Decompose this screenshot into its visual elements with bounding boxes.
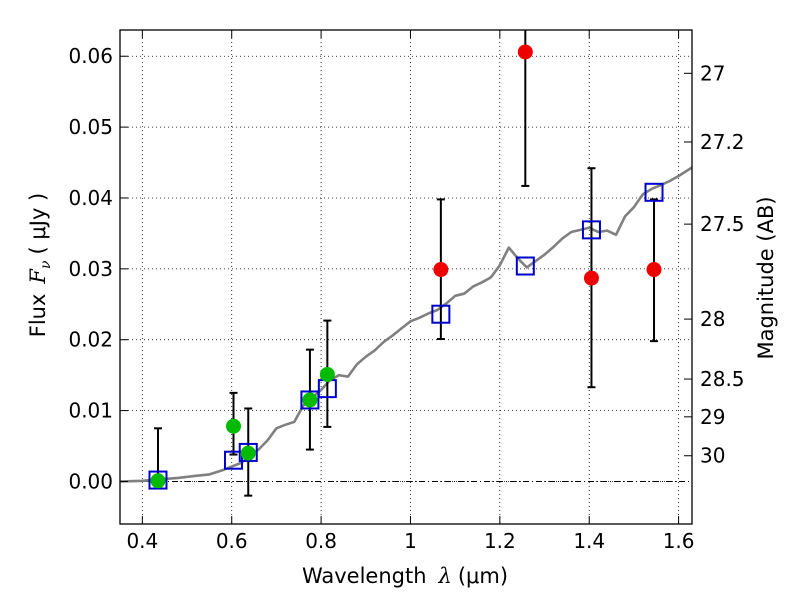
data-point	[517, 44, 533, 60]
x-tick-label: 1.2	[484, 529, 516, 553]
magnitude-tick-label: 28	[700, 307, 725, 331]
magnitude-tick-label: 27	[700, 61, 725, 85]
x-tick-label: 1.6	[663, 529, 695, 553]
data-point	[226, 418, 242, 434]
model-spectrum-line	[119, 166, 693, 483]
y-tick-label: 0.02	[68, 328, 113, 352]
data-point	[583, 270, 599, 286]
data-point	[150, 473, 166, 489]
y-tick-label: 0.04	[68, 186, 113, 210]
magnitude-tick-label: 30	[700, 444, 725, 468]
model-spectrum	[119, 166, 693, 483]
y-tick-label: 0.03	[68, 257, 113, 281]
data-point	[433, 262, 449, 278]
model-photometry-square	[148, 470, 168, 490]
x-axis-label: Wavelength λ (μm)	[302, 564, 508, 588]
magnitude-tick-label: 28.5	[700, 367, 745, 391]
model-photometry-square	[581, 220, 601, 240]
magnitude-tick-label: 29	[700, 405, 725, 429]
data-point	[240, 445, 256, 461]
model-photometry-squares	[148, 182, 664, 490]
x-tick-label: 1	[404, 529, 417, 553]
y-tick-labels: 0.00 0.01 0.02 0.03 0.04 0.05 0.06	[68, 44, 113, 493]
data-point	[646, 262, 662, 278]
plot-frame	[119, 29, 693, 525]
axis-ticks	[120, 30, 692, 524]
model-photometry-square	[238, 442, 258, 462]
magnitude-tick-labels: 27 27.2 27.5 28 28.5 29 30	[700, 61, 745, 467]
x-tick-label: 0.6	[216, 529, 248, 553]
magnitude-axis-label: Magnitude (AB)	[754, 196, 778, 359]
y-tick-label: 0.05	[68, 115, 113, 139]
y-tick-label: 0.06	[68, 44, 113, 68]
magnitude-tick-label: 27.5	[700, 212, 745, 236]
model-photometry-square	[515, 256, 535, 276]
model-photometry-square	[300, 390, 320, 410]
grid	[120, 30, 692, 524]
x-tick-label: 0.4	[126, 529, 158, 553]
y-axis-label: FluxFν( μJy )	[26, 193, 54, 337]
data-point	[302, 392, 318, 408]
magnitude-tick-label: 27.2	[700, 130, 745, 154]
x-tick-labels: 0.4 0.6 0.8 1 1.2 1.4 1.6	[126, 529, 694, 553]
data-point	[319, 366, 335, 382]
y-tick-label: 0.00	[68, 469, 113, 493]
x-tick-label: 1.4	[573, 529, 605, 553]
model-photometry-square	[431, 304, 451, 324]
y-tick-label: 0.01	[68, 399, 113, 423]
photometry-points	[150, 44, 662, 489]
model-photometry-square	[644, 182, 664, 202]
x-tick-label: 0.8	[305, 529, 337, 553]
